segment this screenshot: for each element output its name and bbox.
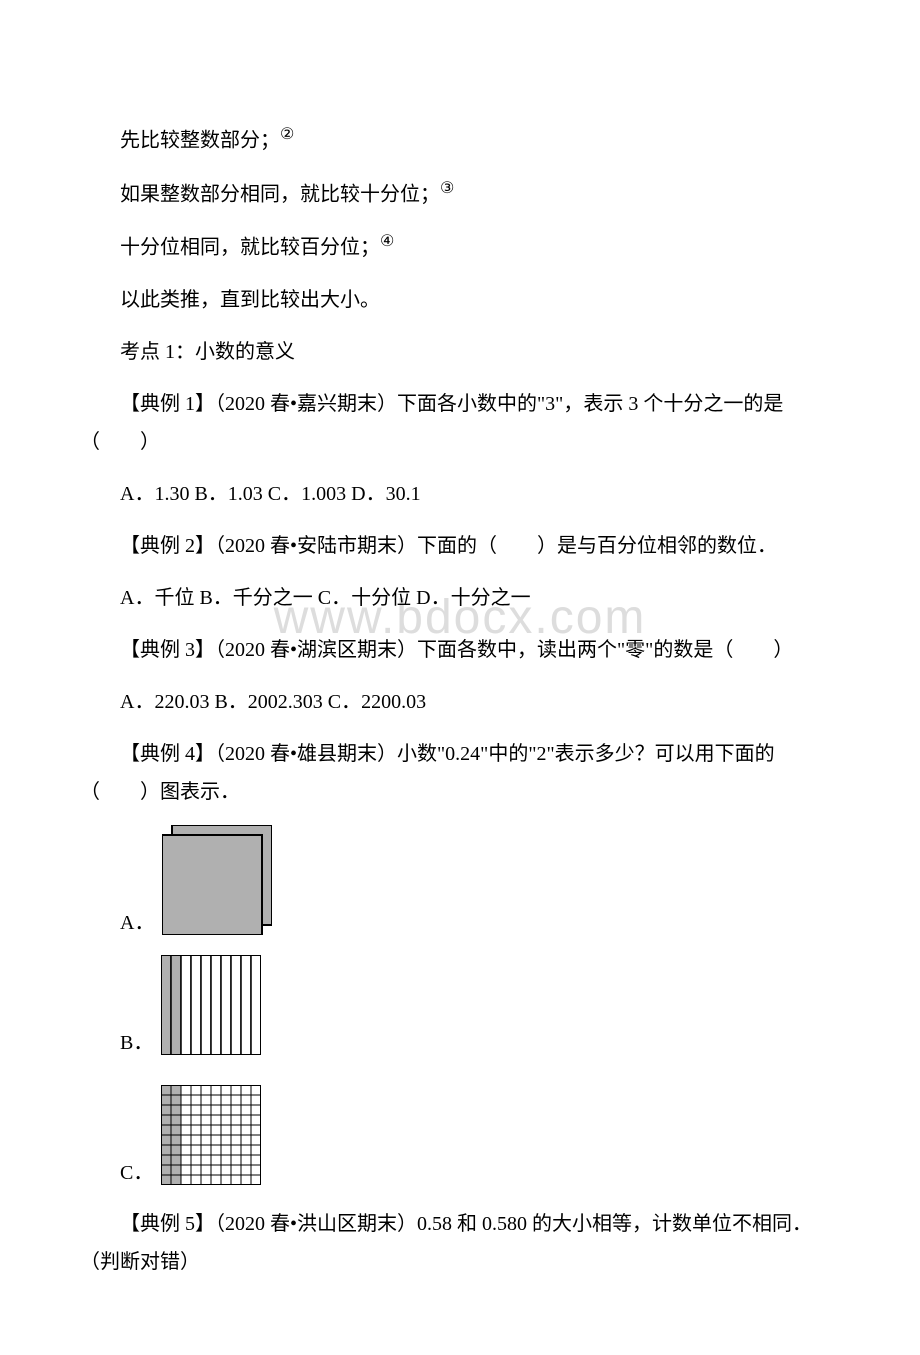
option-a-row: A． [80,825,840,935]
rule-text-2: 如果整数部分相同，就比较十分位； [120,183,440,205]
figure-b-icon [161,955,261,1055]
rule-line-2: 如果整数部分相同，就比较十分位；③ [80,174,840,214]
example-4: 【典例 4】（2020 春•雄县期末）小数"0.24"中的"2"表示多少？可以用… [80,735,840,811]
example-3: 【典例 3】（2020 春•湖滨区期末）下面各数中，读出两个"零"的数是（ ） [80,631,840,669]
figure-c-icon [161,1085,261,1185]
example-5: 【典例 5】（2020 春•洪山区期末）0.58 和 0.580 的大小相等，计… [80,1205,840,1281]
circled-2: ② [280,126,294,143]
rule-line-1: 先比较整数部分；② [80,120,840,160]
option-c-label: C． [120,1156,153,1185]
rule-line-4: 以此类推，直到比较出大小。 [80,281,840,319]
example-2: 【典例 2】（2020 春•安陆市期末）下面的（ ）是与百分位相邻的数位． [80,527,840,565]
example-1-options: A．1.30 B．1.03 C．1.003 D．30.1 [80,475,840,513]
document-content: 先比较整数部分；② 如果整数部分相同，就比较十分位；③ 十分位相同，就比较百分位… [80,120,840,1281]
figure-a-icon [162,825,272,935]
circled-4: ④ [380,233,394,250]
example-1: 【典例 1】（2020 春•嘉兴期末）下面各小数中的"3"，表示 3 个十分之一… [80,385,840,461]
rule-text-1: 先比较整数部分； [120,130,280,152]
option-c-row: C． [80,1085,840,1185]
rule-text-3: 十分位相同，就比较百分位； [120,237,380,259]
circled-3: ③ [440,180,454,197]
example-3-options: A．220.03 B．2002.303 C．2200.03 [80,683,840,721]
option-a-label: A． [120,906,154,935]
option-b-label: B． [120,1026,153,1055]
example-2-options: A．千位 B．千分之一 C．十分位 D．十分之一 [80,579,840,617]
option-b-row: B． [80,955,840,1055]
kaodian-heading: 考点 1：小数的意义 [80,333,840,371]
rule-line-3: 十分位相同，就比较百分位；④ [80,227,840,267]
